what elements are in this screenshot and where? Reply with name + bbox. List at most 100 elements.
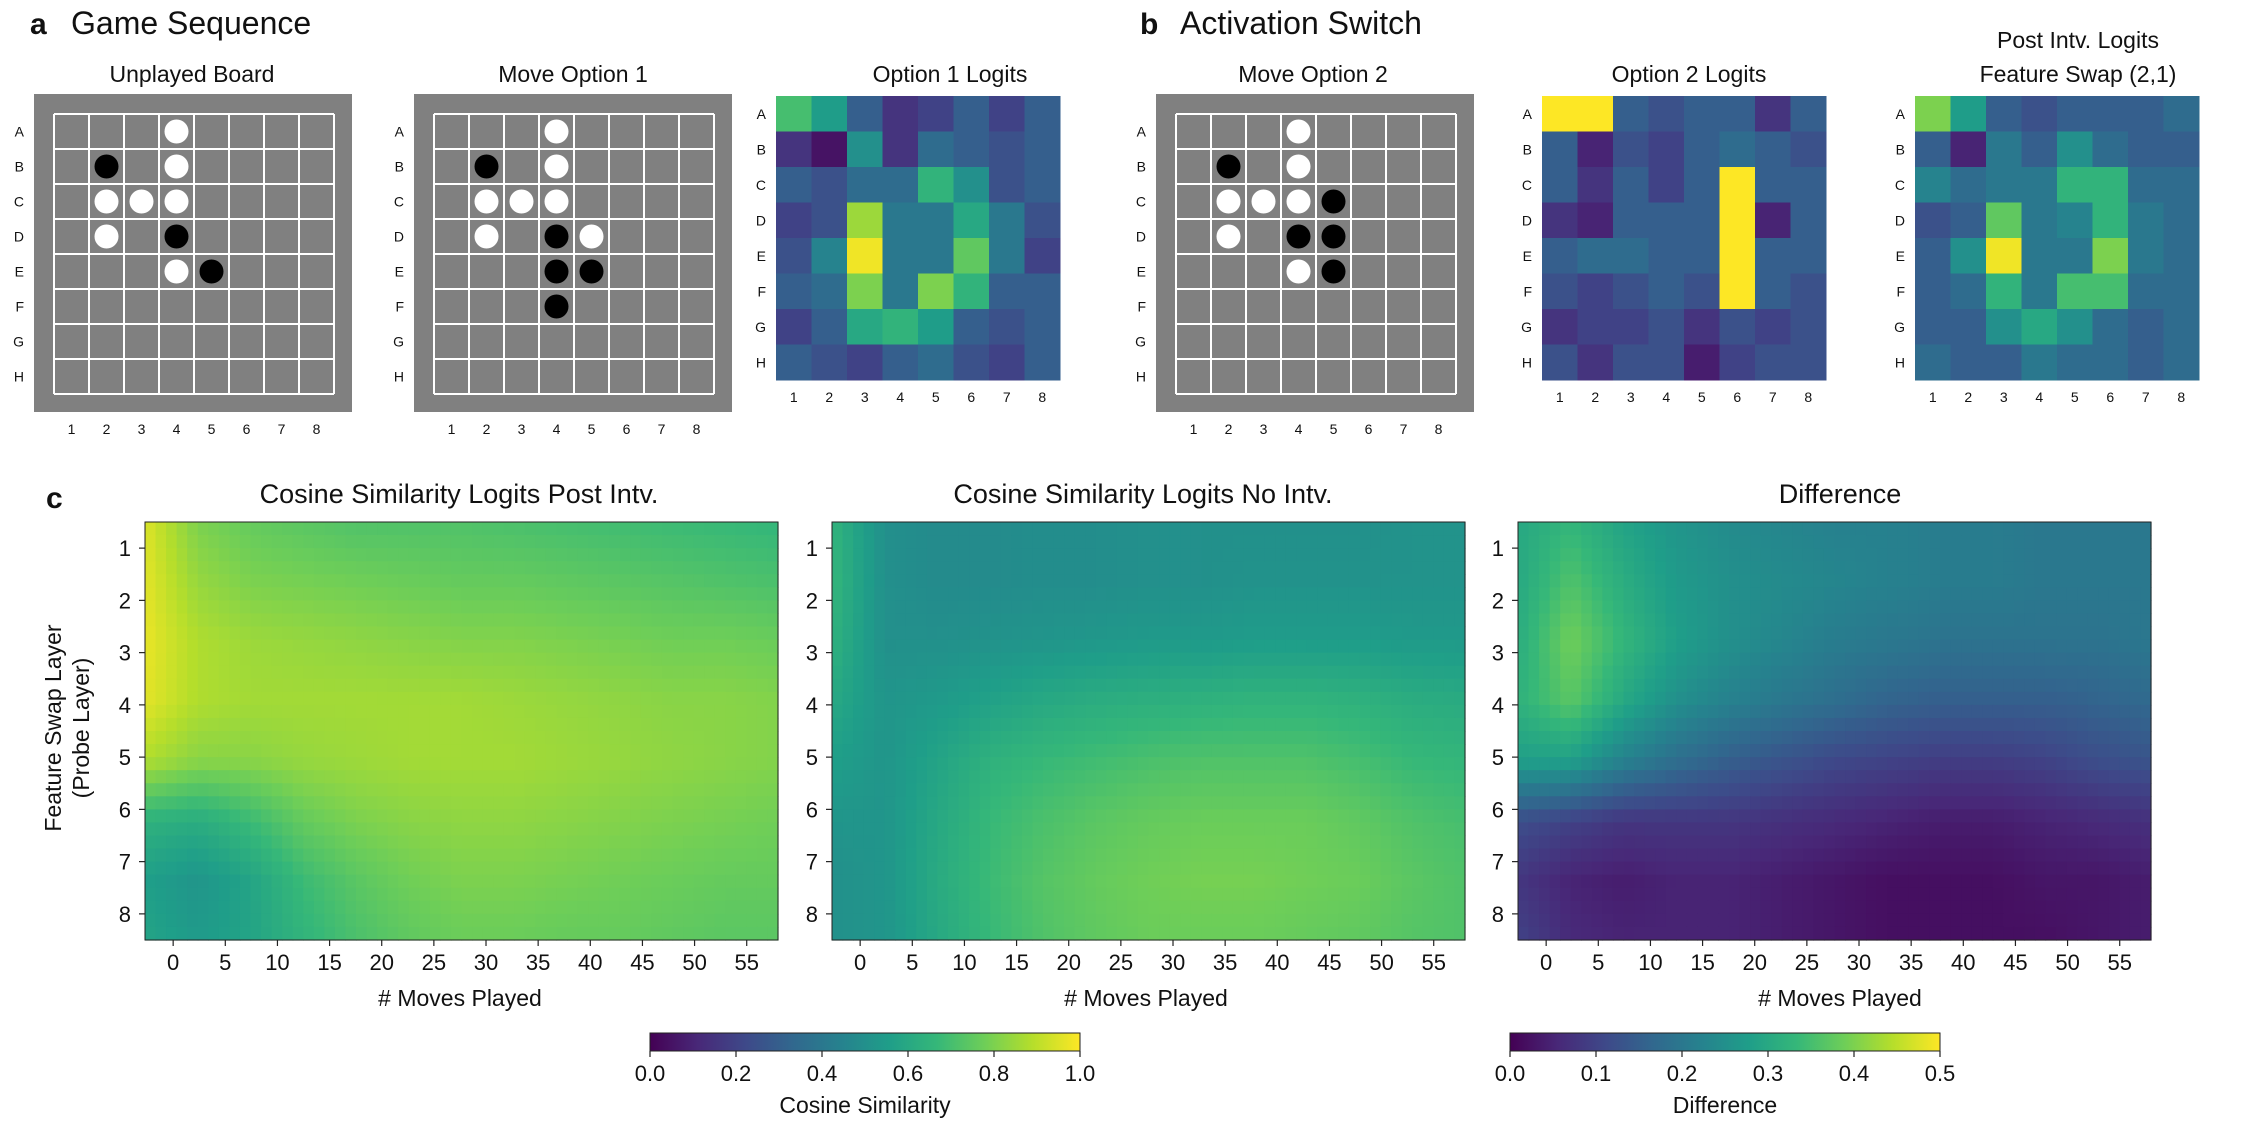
heatmap-cell xyxy=(1159,796,1171,810)
heatmap-cell xyxy=(990,626,1002,641)
heatmap-cell xyxy=(155,926,167,941)
heatmap-cell xyxy=(1834,548,1846,562)
heatmap-cell xyxy=(630,861,642,876)
heatmap-cell xyxy=(1454,861,1466,876)
heatmap-cell xyxy=(1443,913,1456,928)
heatmap-cell xyxy=(145,639,157,654)
board-row-label: A xyxy=(15,124,25,140)
heatmap-cell xyxy=(1190,809,1202,824)
heatmap-cell xyxy=(1201,913,1213,928)
heatmap-cell xyxy=(725,887,737,902)
heatmap-cell xyxy=(229,731,241,745)
heatmap-cell xyxy=(714,744,726,758)
heatmap-cell xyxy=(1011,757,1023,771)
heatmap-cell xyxy=(229,665,241,680)
heatmap-cell xyxy=(746,561,758,575)
heatmap-cell xyxy=(1043,613,1055,628)
heatmap-cell xyxy=(356,639,368,654)
heatmap-cell xyxy=(619,770,631,784)
heatmap-cell xyxy=(1074,600,1086,615)
heatmap-cell xyxy=(1581,587,1593,601)
heatmap-cell xyxy=(1380,770,1392,784)
heatmap-cell xyxy=(1707,535,1720,549)
heatmap-cell xyxy=(958,731,970,745)
logit-cell xyxy=(847,167,883,203)
heatmap-cell xyxy=(683,665,695,680)
heatmap-cell xyxy=(1539,639,1551,654)
heatmap-cell xyxy=(1887,613,1899,628)
heatmap-cell xyxy=(440,522,452,536)
heatmap-cell xyxy=(1222,835,1234,850)
heatmap-cell xyxy=(419,861,431,876)
x-tick-label: 15 xyxy=(317,950,341,975)
heatmap-cell xyxy=(1064,613,1076,628)
heatmap-cell xyxy=(356,874,368,889)
heatmap-cell xyxy=(377,874,389,889)
heatmap-cell xyxy=(1106,887,1118,902)
heatmap-cell xyxy=(1264,796,1276,810)
heatmap-cell xyxy=(672,770,684,784)
logit-cell xyxy=(1755,273,1791,310)
heatmap-cell xyxy=(292,757,304,771)
heatmap-cell xyxy=(842,639,854,654)
heatmap-cell xyxy=(1053,717,1065,732)
heatmap-cell xyxy=(1148,744,1160,758)
heatmap-cell xyxy=(714,561,726,575)
heatmap-cell xyxy=(1908,626,1920,641)
heatmap-cell xyxy=(1306,770,1318,784)
heatmap-cell xyxy=(767,848,779,863)
heatmap-cell xyxy=(1433,809,1445,824)
heatmap-cell xyxy=(250,926,262,941)
heatmap-cell xyxy=(1433,600,1445,615)
heatmap-cell xyxy=(1370,678,1382,693)
heatmap-cell xyxy=(937,731,949,745)
heatmap-cell xyxy=(1169,522,1181,536)
heatmap-cell xyxy=(1243,887,1255,902)
heatmap-cell xyxy=(1137,835,1150,850)
heatmap-cell xyxy=(197,665,209,680)
heatmap-cell xyxy=(429,757,441,771)
heatmap-cell xyxy=(567,600,579,615)
heatmap-cell xyxy=(556,796,568,810)
heatmap-cell xyxy=(450,717,463,732)
heatmap-cell xyxy=(1243,626,1255,641)
logit-cell xyxy=(1719,202,1756,239)
heatmap-cell xyxy=(1348,770,1361,784)
logit-cell xyxy=(2021,202,2058,239)
heatmap-cell xyxy=(2013,587,2025,601)
heatmap-cell xyxy=(218,744,230,758)
heatmap-cell xyxy=(1106,809,1118,824)
heatmap-cell xyxy=(1064,757,1076,771)
heatmap-cell xyxy=(1454,704,1466,719)
heatmap-cell xyxy=(1137,913,1150,928)
logits-title-option2: Option 2 Logits xyxy=(1612,61,1767,87)
heatmap-cell xyxy=(556,757,568,771)
heatmap-cell xyxy=(937,926,949,941)
heatmap-cell xyxy=(218,587,230,601)
heatmap-cell xyxy=(1285,613,1297,628)
heatmap-cell xyxy=(874,561,886,575)
heatmap-cell xyxy=(1074,587,1086,601)
heatmap-cell xyxy=(1317,770,1329,784)
heatmap-cell xyxy=(1232,665,1245,680)
heatmap-cell xyxy=(218,926,230,941)
heatmap-cell xyxy=(651,717,663,732)
heatmap-cell xyxy=(693,913,705,928)
heatmap-cell xyxy=(1169,783,1181,797)
heatmap-cell xyxy=(1275,744,1287,758)
heatmap-cell xyxy=(1032,809,1044,824)
heatmap-cell xyxy=(1929,548,1941,562)
heatmap-cell xyxy=(979,783,991,797)
heatmap-cell xyxy=(630,848,642,863)
heatmap-cell xyxy=(1074,522,1086,536)
heatmap-cell xyxy=(979,522,991,536)
heatmap-cell xyxy=(1982,548,1994,562)
heatmap-cell xyxy=(1106,561,1118,575)
heatmap-cell xyxy=(387,587,399,601)
heatmap-cell xyxy=(683,913,695,928)
heatmap-cell xyxy=(1518,626,1530,641)
heatmap-cell xyxy=(1254,522,1266,536)
heatmap-cell xyxy=(1043,731,1055,745)
heatmap-cell xyxy=(1275,848,1287,863)
